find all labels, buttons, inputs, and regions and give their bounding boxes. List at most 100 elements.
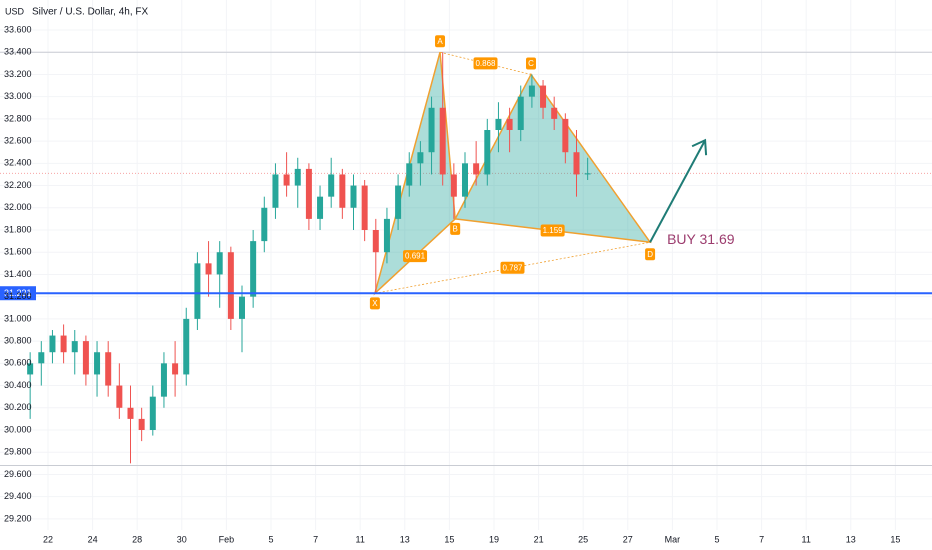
x-tick-label: 15: [444, 534, 454, 544]
pattern-point-label: B: [453, 224, 458, 233]
candle-body: [439, 107, 446, 175]
candle-body: [528, 85, 535, 97]
candle-body: [283, 174, 290, 186]
y-tick-label: 33.200: [4, 69, 32, 79]
candle-body: [194, 263, 201, 319]
candle-body: [294, 168, 301, 186]
candle-body: [149, 396, 156, 430]
candle-body: [517, 96, 524, 130]
x-tick-label: 13: [846, 534, 856, 544]
x-tick-label: Feb: [219, 534, 235, 544]
candle-body: [495, 118, 502, 130]
candle-body: [27, 363, 34, 375]
pattern-ratio: 1.159: [543, 226, 564, 235]
x-tick-label: 28: [132, 534, 142, 544]
x-tick-label: 22: [43, 534, 53, 544]
arrow-shaft: [649, 139, 706, 243]
y-tick-label: 32.400: [4, 158, 32, 168]
x-tick-label: 19: [489, 534, 499, 544]
y-tick-label: 32.200: [4, 180, 32, 190]
candle-body: [450, 174, 457, 197]
x-tick-label: 21: [534, 534, 544, 544]
candle-body: [94, 352, 101, 375]
candle-body: [38, 352, 45, 364]
pattern-point-label-box: [435, 35, 446, 48]
x-tick-label: 27: [623, 534, 633, 544]
candle-body: [383, 218, 390, 253]
x-tick-label: 7: [313, 534, 318, 544]
candle-body: [473, 163, 480, 175]
pattern-point-label-box: [645, 248, 656, 261]
pattern-ratio-box: [403, 250, 428, 263]
y-tick-label: 32.000: [4, 202, 32, 212]
y-tick-label: 33.600: [4, 24, 32, 34]
candle-body: [272, 174, 279, 208]
pattern-ratio-box: [473, 57, 498, 70]
x-tick-label: 25: [578, 534, 588, 544]
chart-title: Silver / U.S. Dollar, 4h, FX: [32, 7, 148, 18]
x-tick-label: 5: [714, 534, 719, 544]
candle-body: [216, 252, 223, 275]
pattern-point-label: C: [528, 59, 534, 68]
candle-body: [339, 174, 346, 208]
support-label: 31.231: [4, 288, 32, 298]
y-tick-label: 32.600: [4, 135, 32, 145]
candle-body: [250, 241, 257, 297]
y-tick-label: 29.800: [4, 447, 32, 457]
candle-body: [406, 163, 413, 186]
candle-body: [238, 296, 245, 319]
x-tick-label: 30: [177, 534, 187, 544]
currency-label: USD: [5, 6, 25, 16]
x-tick-label: 7: [759, 534, 764, 544]
x-tick-label: 24: [88, 534, 98, 544]
x-tick-label: 13: [400, 534, 410, 544]
candle-body: [506, 118, 513, 130]
pattern-ratio: 0.691: [405, 252, 426, 261]
y-tick-label: 31.200: [4, 291, 32, 301]
candle-body: [49, 335, 56, 353]
y-tick-label: 31.800: [4, 224, 32, 234]
pattern-point-label-box: [526, 57, 537, 70]
y-tick-label: 33.400: [4, 47, 32, 57]
x-tick-label: 5: [268, 534, 273, 544]
pattern-ratio: 0.787: [502, 263, 523, 272]
pattern-leg: [374, 241, 651, 294]
candle-body: [183, 318, 190, 375]
support-label-box: [0, 286, 36, 301]
candle-body: [361, 185, 368, 230]
candle-body: [417, 152, 424, 164]
candle-body: [227, 252, 234, 319]
y-tick-label: 29.200: [4, 513, 32, 523]
y-tick-label: 32.800: [4, 113, 32, 123]
candle-body: [261, 207, 268, 242]
candle-body: [127, 407, 134, 419]
candle-body: [60, 335, 67, 353]
candle-body: [317, 196, 324, 219]
candle-body: [205, 263, 212, 275]
pattern-ratio-box: [540, 224, 565, 237]
y-tick-label: 30.600: [4, 358, 32, 368]
candle-body: [350, 185, 357, 208]
candle-body: [461, 163, 468, 197]
candle-body: [305, 168, 312, 219]
pattern-ratio-box: [500, 261, 525, 274]
candle-body: [584, 173, 591, 175]
candle-body: [372, 230, 379, 253]
candle-body: [484, 130, 491, 175]
y-tick-label: 30.800: [4, 335, 32, 345]
background-layer: [0, 0, 932, 530]
candle-body: [428, 107, 435, 153]
y-tick-label: 30.400: [4, 380, 32, 390]
buy-annotation: BUY 31.69: [667, 231, 735, 247]
y-tick-label: 29.600: [4, 469, 32, 479]
y-tick-label: 30.200: [4, 402, 32, 412]
candle-body: [105, 352, 112, 386]
candle-body: [71, 341, 78, 353]
candle-body: [562, 118, 569, 153]
x-tick-label: 15: [890, 534, 900, 544]
y-tick-label: 31.000: [4, 313, 32, 323]
pattern-leg: [455, 218, 651, 243]
pattern-point-label-box: [450, 222, 461, 235]
candle-body: [116, 385, 123, 408]
